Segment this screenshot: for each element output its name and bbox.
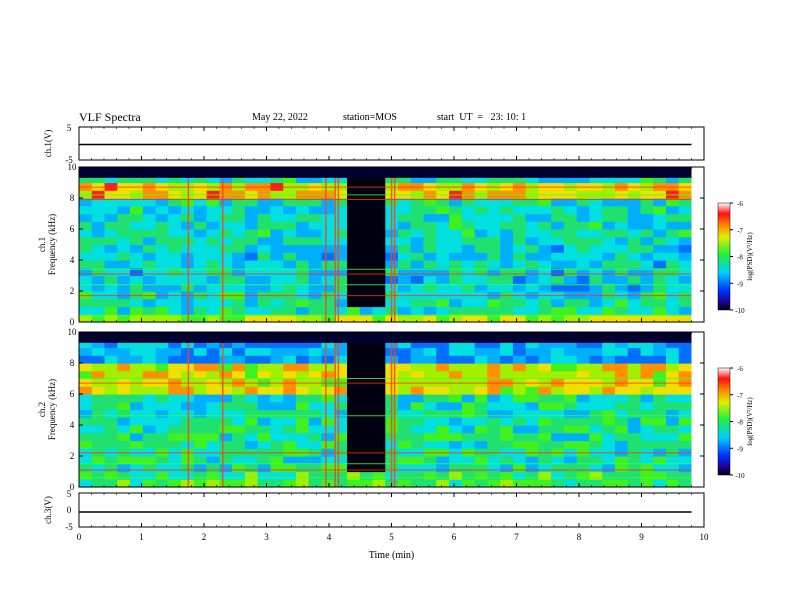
x-tick-label: 8 <box>577 532 582 542</box>
x-tick-label: 6 <box>452 532 457 542</box>
y-tick-label: -5 <box>65 522 73 532</box>
colorbar-tick-label: -7 <box>737 392 743 400</box>
y-tick-label: 6 <box>70 224 75 234</box>
x-tick-label: 0 <box>77 532 82 542</box>
y-tick-label: 6 <box>70 389 75 399</box>
y-tick-label: 8 <box>70 358 75 368</box>
waveform-frame <box>78 126 705 161</box>
y-tick-label: 5 <box>67 123 72 133</box>
y-tick-label: 4 <box>70 255 75 265</box>
colorbar-tick-label: -9 <box>737 280 743 288</box>
start-time-label: start UT = 23: 10: 1 <box>437 112 527 123</box>
colorbar-label: log(PSD)(V²/Hz) <box>746 397 754 446</box>
colorbar-tick-label: -9 <box>737 445 743 453</box>
y-axis-label: Frequency (kHz) <box>47 214 57 275</box>
colorbar-tick-label: -10 <box>735 472 745 480</box>
x-axis-label: Time (min) <box>369 550 414 561</box>
x-tick-label: 9 <box>639 532 644 542</box>
y-tick-label: 10 <box>68 162 78 172</box>
y-axis-label: ch.3(V) <box>43 496 53 524</box>
colorbar-tick-label: -7 <box>737 227 743 235</box>
waveform-frame <box>78 492 705 528</box>
station-label: station=MOS <box>343 112 397 123</box>
y-axis-label: ch.2 <box>37 402 47 417</box>
colorbar-tick-label: -8 <box>737 419 743 427</box>
y-tick-label: -5 <box>65 155 73 165</box>
spectrogram-ch1 <box>78 166 705 323</box>
y-tick-label: 8 <box>70 193 75 203</box>
y-axis-label: ch.1(V) <box>43 130 53 158</box>
spectrogram-ch2 <box>78 331 705 488</box>
y-tick-label: 4 <box>70 420 75 430</box>
y-axis-label: ch.1 <box>37 237 47 252</box>
x-tick-label: 3 <box>264 532 269 542</box>
chart-title: VLF Spectra <box>79 110 141 124</box>
y-axis-label: Frequency (kHz) <box>47 379 57 440</box>
y-tick-label: 0 <box>67 505 72 515</box>
x-tick-label: 2 <box>202 532 207 542</box>
x-tick-label: 4 <box>327 532 332 542</box>
colorbar-tick-label: -6 <box>737 200 743 208</box>
y-tick-label: 2 <box>70 451 75 461</box>
y-tick-label: 0 <box>70 317 75 327</box>
colorbar-label: log(PSD)(V²/Hz) <box>746 232 754 281</box>
colorbar-tick-label: -10 <box>735 307 745 315</box>
colorbar <box>717 367 731 476</box>
x-tick-label: 7 <box>514 532 519 542</box>
colorbar-tick-label: -8 <box>737 254 743 262</box>
x-tick-label: 5 <box>389 532 394 542</box>
y-tick-label: 0 <box>70 482 75 492</box>
x-tick-label: 1 <box>139 532 144 542</box>
y-tick-label: 2 <box>70 286 75 296</box>
y-tick-label: 5 <box>67 489 72 499</box>
date-label: May 22, 2022 <box>252 112 308 123</box>
colorbar-tick-label: -6 <box>737 365 743 373</box>
x-tick-label: 10 <box>700 532 710 542</box>
y-tick-label: 10 <box>68 327 78 337</box>
colorbar <box>717 202 731 311</box>
